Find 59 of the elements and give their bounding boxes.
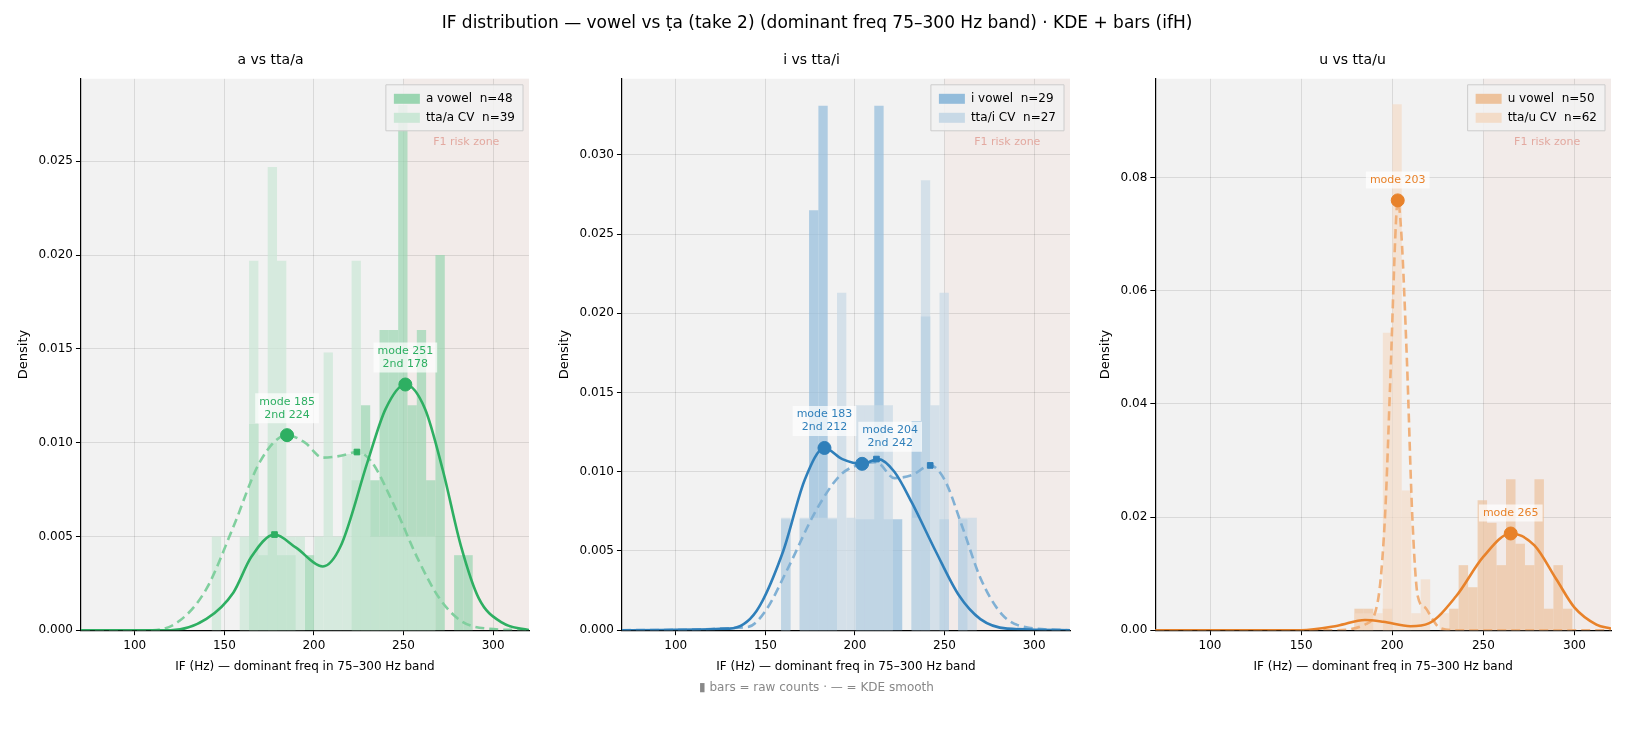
legend-label: tta/u CV n=62 (1507, 109, 1597, 124)
y-tick-label: 0.025 (38, 153, 73, 168)
x-axis-title: IF (Hz) — dominant freq in 75–300 Hz band (175, 658, 435, 673)
annotation: mode 185 2nd 224 (259, 394, 315, 421)
y-tick-label: 0.010 (579, 463, 614, 478)
x-tick-label: 200 (1380, 637, 1404, 652)
x-axis-title: IF (Hz) — dominant freq in 75–300 Hz band (716, 658, 976, 673)
y-tick-label: 0.04 (1120, 396, 1148, 411)
y-tick-label: 0.02 (1120, 509, 1148, 524)
legend-label: tta/i CV n=27 (970, 109, 1057, 124)
y-tick-label: 0.015 (579, 384, 614, 399)
y-tick-label: 0.020 (579, 305, 614, 320)
x-tick-label: 150 (753, 637, 777, 652)
annotation: mode 203 (1369, 172, 1426, 186)
y-tick-label: 0.06 (1120, 283, 1148, 297)
legend-label: i vowel n=29 (970, 90, 1054, 105)
y-tick-label: 0.030 (579, 146, 614, 161)
x-tick-label: 100 (664, 637, 688, 652)
chart-title: u vs tta/u (1319, 51, 1386, 68)
y-tick-label: 0.010 (38, 434, 73, 449)
annotation: mode 204 2nd 242 (862, 423, 918, 450)
band-label: F1 risk zone (974, 135, 1041, 149)
legend-label: a vowel n=48 (425, 90, 513, 105)
text: ▮ bars = raw counts · — = KDE smooth (698, 680, 935, 694)
y-tick-label: 0.000 (38, 622, 73, 637)
x-tick-label: 100 (123, 637, 147, 652)
y-tick-label: 0.00 (1120, 622, 1148, 637)
x-tick-label: 250 (933, 637, 956, 652)
x-tick-label: 300 (1022, 637, 1046, 652)
text: IF distribution — vowel vs ṭa (take 2) (dominant freq 75–300 Hz band) · KDE + bars (ifH) (440, 12, 1194, 32)
x-tick-label: 250 (392, 637, 415, 652)
x-tick-label: 250 (1471, 637, 1495, 652)
y-axis-title: Density (15, 329, 31, 380)
annotation: mode 265 (1482, 505, 1539, 519)
y-tick-label: 0.025 (579, 226, 614, 241)
x-tick-label: 200 (843, 637, 867, 652)
y-tick-label: 0.08 (1120, 169, 1148, 184)
y-axis-title: Density (556, 329, 572, 380)
x-tick-label: 200 (302, 637, 326, 652)
x-tick-label: 100 (1198, 637, 1222, 652)
annotation: mode 183 2nd 212 (796, 407, 853, 434)
x-tick-label: 300 (481, 637, 505, 652)
y-tick-label: 0.005 (38, 528, 73, 543)
x-tick-label: 150 (1289, 637, 1313, 652)
band-label: F1 risk zone (433, 135, 500, 149)
x-tick-label: 300 (1563, 637, 1586, 652)
annotation: mode 251 2nd 178 (377, 343, 434, 370)
legend-label: u vowel n=50 (1507, 90, 1595, 105)
x-tick-label: 150 (212, 637, 236, 652)
y-axis-title: Density (1097, 329, 1113, 380)
chart-title: a vs tta/a (237, 51, 304, 68)
legend-label: tta/a CV n=39 (425, 109, 515, 124)
y-tick-label: 0.020 (38, 247, 73, 262)
chart-title: i vs tta/i (783, 51, 840, 68)
band-label: F1 risk zone (1514, 135, 1581, 149)
x-axis-title: IF (Hz) — dominant freq in 75–300 Hz band (1253, 658, 1513, 673)
y-tick-label: 0.015 (38, 341, 73, 355)
y-tick-label: 0.000 (579, 622, 614, 637)
y-tick-label: 0.005 (579, 543, 614, 558)
